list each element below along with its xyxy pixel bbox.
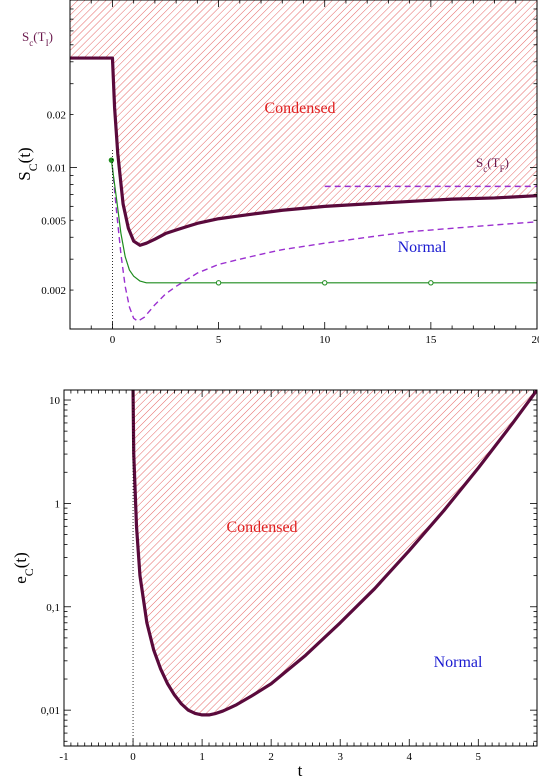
condensed-region (70, 0, 537, 246)
region-label-condensed: Condensed (264, 100, 335, 117)
x-tick-label: 2 (268, 751, 274, 763)
data-point (322, 280, 328, 286)
y-tick-label: 1 (55, 498, 61, 510)
series-line-dashed (111, 167, 537, 322)
region-label-normal: Normal (398, 239, 447, 256)
series-line-critical (131, 390, 537, 717)
tick-marks (69, 0, 538, 329)
x-tick-label: 0 (110, 334, 116, 346)
x-tick-label: 4 (407, 751, 413, 763)
series-line-critical (70, 56, 537, 247)
x-axis-label: t (298, 761, 303, 780)
data-point (215, 280, 222, 286)
x-tick-label: 15 (425, 334, 437, 346)
bottom-chart: -1 0 1 2 3 4 5 0,01 0,1 1 10 eC(t) t Condensed No… (11, 389, 538, 780)
tick-marks (63, 390, 537, 746)
top-chart: 0 5 10 15 20 0.002 0.005 0.01 0.02 SC(t) Conden… (15, 0, 539, 346)
x-tick-label: 20 (532, 334, 539, 346)
data-point (108, 157, 115, 163)
y-tick-label: 0.02 (47, 110, 66, 122)
x-tick-label: 10 (319, 334, 331, 346)
y-axis-label: eC(t) (11, 552, 36, 584)
data-point (428, 280, 434, 286)
x-tick-label: -1 (59, 751, 68, 763)
annotation-sc-ti: Sc(TI) (22, 29, 53, 48)
x-tick-label: 5 (476, 751, 482, 763)
y-tick-label: 0,1 (46, 602, 60, 614)
y-tick-label: 0.002 (41, 285, 66, 297)
plot-frame (63, 389, 538, 747)
y-tick-label: 0.005 (41, 215, 66, 227)
y-axis-label: SC(t) (15, 147, 40, 180)
region-label-condensed: Condensed (226, 519, 297, 536)
region-label-normal: Normal (434, 654, 483, 671)
y-tick-label: 0.01 (47, 162, 66, 174)
x-tick-label: 0 (130, 751, 136, 763)
x-tick-label: 1 (199, 751, 205, 763)
x-tick-label: 5 (216, 334, 222, 346)
condensed-region (133, 390, 537, 715)
y-tick-label: 10 (49, 395, 61, 407)
series-line-green (110, 160, 537, 284)
y-tick-label: 0,01 (41, 705, 60, 717)
annotation-sc-tf: Sc(TF) (476, 155, 509, 174)
x-tick-label: 3 (337, 751, 343, 763)
